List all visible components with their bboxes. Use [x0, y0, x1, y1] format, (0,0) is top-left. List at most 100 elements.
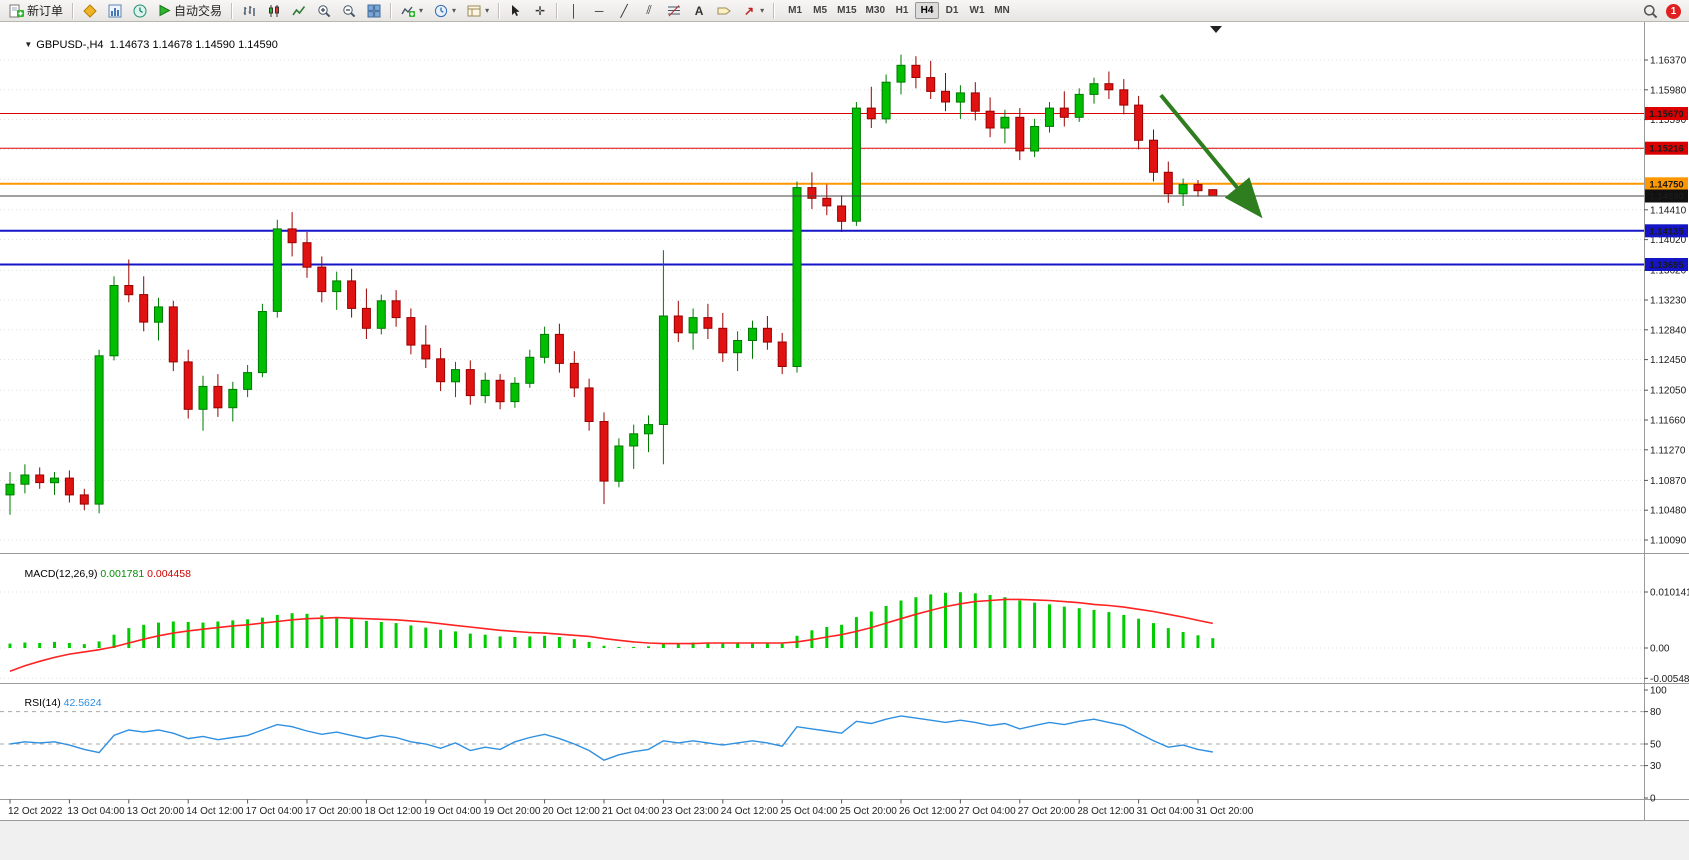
svg-text:50: 50 [1650, 740, 1662, 751]
periods-button[interactable]: ▾ [429, 0, 461, 21]
svg-text:1.13695: 1.13695 [1649, 260, 1684, 271]
cursor-icon [512, 5, 520, 16]
crosshair-icon: ✛ [535, 3, 546, 18]
zoom-in-icon [318, 4, 331, 17]
arrows-tool-button[interactable]: ↗ ▾ [737, 0, 769, 21]
candles [5, 54, 1218, 515]
toolbar-separator [498, 2, 501, 19]
timeframe-d1[interactable]: D1 [940, 2, 964, 19]
timeframe-mn[interactable]: MN [990, 2, 1014, 19]
indicators-button[interactable]: ▾ [396, 0, 428, 21]
trend-arrow[interactable] [1159, 93, 1263, 219]
rsi-axis: 100 80 50 30 0 [1644, 686, 1667, 805]
candlestick-mode-button[interactable] [262, 0, 286, 21]
macd-signal-line [9, 598, 1213, 672]
indicators-icon [401, 6, 416, 17]
text-label-icon [717, 7, 731, 14]
text-label-tool-button[interactable] [712, 0, 736, 21]
dropdown-caret: ▾ [760, 6, 765, 15]
svg-text:80: 80 [1650, 707, 1662, 718]
bar-chart-mode-button[interactable] [237, 0, 261, 21]
autotrade-label: 自动交易 [174, 4, 223, 18]
notification-count: 1 [1670, 5, 1677, 17]
templates-button[interactable]: ▾ [462, 0, 494, 21]
svg-text:1.15670: 1.15670 [1649, 109, 1683, 120]
charts-button[interactable] [103, 0, 127, 21]
tile-windows-button[interactable] [362, 0, 386, 21]
fibonacci-icon [668, 4, 681, 16]
svg-text:1.15590: 1.15590 [1650, 115, 1687, 126]
horizontal-line-tool-button[interactable]: ─ [587, 0, 611, 21]
svg-text:12 Oct 2022: 12 Oct 2022 [8, 806, 63, 817]
trendline-tool-button[interactable]: ╱ [612, 0, 636, 21]
timeframe-h1[interactable]: H1 [890, 2, 914, 19]
svg-text:1.14590: 1.14590 [1649, 192, 1683, 203]
price-badge: 1.15670 [1645, 107, 1688, 120]
channel-icon: ⫽ [646, 3, 652, 17]
search-icon[interactable] [1643, 4, 1658, 19]
price-badge: 1.14750 [1645, 177, 1688, 191]
toolbar-right-group: 1 [1643, 0, 1681, 22]
toolbar-separator [556, 2, 559, 19]
svg-text:1.14020: 1.14020 [1650, 235, 1687, 246]
cursor-tool-button[interactable] [504, 0, 527, 21]
zoom-out-button[interactable] [337, 0, 361, 21]
timeframe-w1[interactable]: W1 [965, 2, 989, 19]
line-chart-icon [292, 5, 306, 15]
svg-text:1.12840: 1.12840 [1650, 325, 1687, 336]
fibonacci-tool-button[interactable] [662, 0, 686, 21]
macd-axis: 0.010141 0.00 -0.005489 [1644, 588, 1689, 685]
bar-chart-icon [243, 5, 255, 16]
svg-text:0.00: 0.00 [1650, 644, 1670, 655]
price-axis: 1.16370 1.15980 1.15590 1.14410 1.14020 1.136… [1644, 56, 1687, 547]
new-order-icon [9, 4, 24, 17]
zoom-in-button[interactable] [312, 0, 336, 21]
timeframe-m1[interactable]: M1 [783, 2, 807, 19]
svg-text:31 Oct 20:00: 31 Oct 20:00 [1196, 806, 1254, 817]
svg-text:1.10480: 1.10480 [1650, 506, 1687, 517]
vertical-line-tool-button[interactable]: │ [562, 0, 586, 21]
autotrade-icon [159, 4, 171, 17]
horizontal-line-icon: ─ [594, 3, 604, 18]
svg-text:1.14135: 1.14135 [1649, 226, 1684, 237]
autotrade-button[interactable]: 自动交易 [153, 0, 227, 21]
toolbar-separator [390, 2, 393, 19]
chart-canvas[interactable]: 1.16370 1.15980 1.15590 1.14410 1.14020 1.136… [0, 22, 1689, 860]
toolbar-separator [773, 2, 776, 19]
chart-shift-marker[interactable] [1210, 26, 1222, 33]
timeframe-h4[interactable]: H4 [915, 2, 939, 19]
dropdown-caret: ▾ [452, 6, 457, 15]
charts-icon [108, 4, 122, 17]
svg-text:19 Oct 20:00: 19 Oct 20:00 [483, 806, 541, 817]
notification-badge[interactable]: 1 [1666, 3, 1681, 19]
text-tool-button[interactable]: A [687, 0, 711, 21]
svg-text:30: 30 [1650, 761, 1662, 772]
crosshair-tool-button[interactable]: ✛ [528, 0, 552, 21]
svg-text:100: 100 [1650, 686, 1667, 697]
market-watch-button[interactable] [128, 0, 152, 21]
mql-wizard-button[interactable] [78, 0, 102, 21]
channel-tool-button[interactable]: ⫽ [637, 0, 661, 21]
svg-text:1.13620: 1.13620 [1650, 266, 1687, 277]
candlestick-icon [269, 4, 280, 17]
timeframe-m15[interactable]: M15 [833, 2, 860, 19]
svg-text:1.14750: 1.14750 [1649, 179, 1683, 190]
rsi-level-lines [0, 711, 1644, 767]
zoom-out-icon [343, 4, 356, 17]
new-order-button[interactable]: 新订单 [4, 0, 68, 21]
svg-text:1.12450: 1.12450 [1650, 355, 1687, 366]
vertical-line-icon: │ [570, 3, 578, 18]
svg-text:-0.005489: -0.005489 [1650, 674, 1689, 685]
svg-text:0.010141: 0.010141 [1650, 588, 1689, 599]
rsi-line [9, 715, 1213, 761]
svg-text:17 Oct 04:00: 17 Oct 04:00 [246, 806, 304, 817]
periods-icon [434, 4, 448, 17]
svg-text:1.15216: 1.15216 [1649, 144, 1683, 155]
templates-icon [467, 5, 481, 16]
svg-text:1.16370: 1.16370 [1650, 56, 1687, 67]
price-badge: 1.14590 [1645, 189, 1688, 203]
timeframe-m5[interactable]: M5 [808, 2, 832, 19]
line-chart-mode-button[interactable] [287, 0, 311, 21]
timeframe-m30[interactable]: M30 [862, 2, 889, 19]
price-badge: 1.14135 [1645, 224, 1688, 238]
